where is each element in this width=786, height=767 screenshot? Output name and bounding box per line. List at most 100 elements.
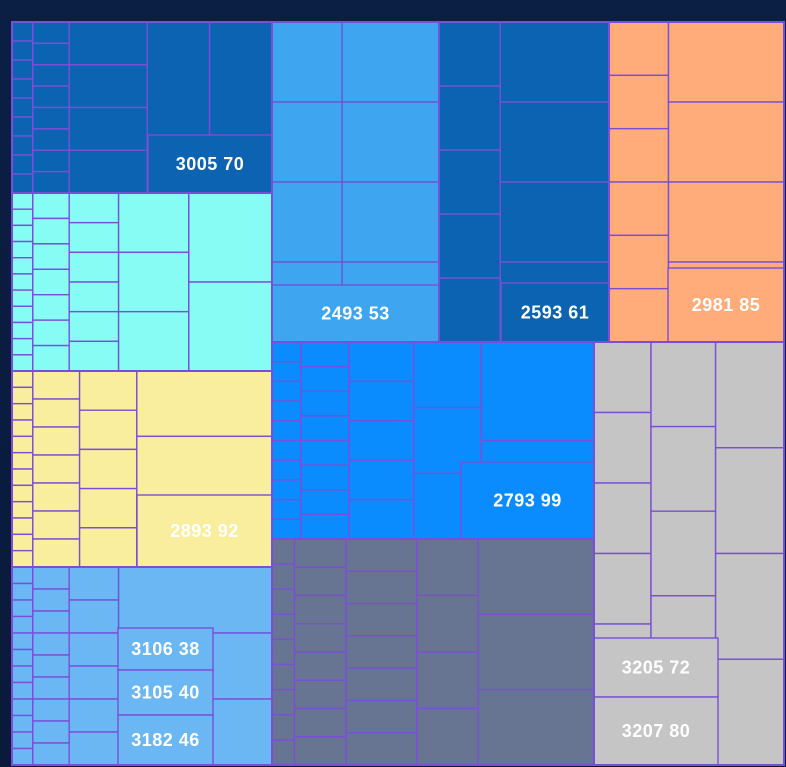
- treemap-cell: [11, 615, 34, 634]
- treemap-cell-label: 2981 85: [692, 295, 761, 315]
- treemap-cell: [341, 101, 440, 183]
- treemap-cell: [68, 106, 148, 151]
- treemap-cell: [11, 305, 34, 324]
- treemap-cell: [11, 533, 34, 552]
- treemap-cell: [608, 21, 670, 77]
- treemap-cell: [68, 149, 148, 194]
- treemap-cell: [300, 439, 350, 466]
- treemap-cell: [271, 563, 296, 590]
- treemap-cell: [136, 370, 273, 438]
- treemap-cell: [438, 213, 501, 279]
- treemap-cell: [11, 208, 34, 227]
- treemap-cell: [714, 552, 785, 660]
- treemap-cell: [32, 217, 70, 245]
- treemap-cell: [68, 731, 120, 766]
- treemap-cell: [68, 251, 120, 283]
- treemap-cell: [11, 582, 34, 601]
- treemap-cell: [348, 459, 415, 501]
- treemap-cell: [78, 448, 138, 490]
- treemap-cell: [271, 638, 296, 666]
- treemap-cell: [300, 513, 350, 540]
- treemap-cell: [608, 181, 670, 237]
- treemap-cell: [293, 707, 347, 738]
- treemap-cell: [32, 294, 70, 321]
- treemap-cell: [271, 101, 343, 183]
- treemap-cell: [300, 341, 350, 368]
- treemap-cell: [11, 21, 34, 42]
- treemap-cell: [477, 538, 595, 616]
- treemap-cell: [117, 566, 273, 634]
- treemap-cell: [11, 173, 34, 194]
- treemap-cell: [300, 464, 350, 491]
- treemap-cell: [68, 340, 120, 372]
- treemap-cell: [416, 651, 479, 710]
- treemap-cell: [667, 21, 785, 103]
- treemap-cell: [11, 224, 34, 243]
- treemap-cell-label: 3205 72: [622, 658, 691, 678]
- treemap-cell: [32, 454, 81, 484]
- treemap-cell: [271, 588, 296, 616]
- treemap-cell-label: 2893 92: [170, 521, 239, 541]
- treemap-cell: [11, 354, 34, 372]
- treemap-cell: [416, 538, 479, 597]
- treemap-cell-labelled: [117, 714, 214, 766]
- treemap-cell: [32, 64, 70, 87]
- treemap-cell: [32, 566, 70, 590]
- treemap-cell: [345, 667, 418, 702]
- treemap-cell: [11, 257, 34, 275]
- treemap-cell: [345, 732, 418, 766]
- treemap-cell: [293, 679, 347, 710]
- treemap-cell: [348, 498, 415, 540]
- treemap-cell-labelled: [460, 461, 595, 540]
- treemap-cell: [32, 370, 81, 400]
- treemap-cell: [271, 21, 343, 103]
- treemap-cell: [438, 277, 501, 343]
- treemap-cell: [11, 419, 34, 438]
- treemap-cell: [271, 714, 296, 741]
- treemap-cell: [293, 538, 347, 568]
- treemap-cell-label: 3105 40: [131, 683, 200, 703]
- treemap-cell: [78, 527, 138, 568]
- treemap-cell: [480, 341, 595, 442]
- treemap-cell: [188, 281, 273, 372]
- treemap-cell: [271, 538, 296, 565]
- treemap-cell: [345, 699, 418, 734]
- treemap-cell: [271, 518, 302, 540]
- treemap-cell: [608, 234, 670, 290]
- treemap-cell: [412, 341, 482, 409]
- treemap-cell: [416, 594, 479, 653]
- treemap-cell: [341, 21, 440, 103]
- treemap-cell: [345, 538, 418, 572]
- treemap-cell: [348, 341, 415, 383]
- treemap-cell: [714, 447, 785, 555]
- treemap-cell: [271, 439, 302, 461]
- treemap-cell: [11, 370, 34, 389]
- treemap-cell: [32, 149, 70, 173]
- treemap-cell: [11, 599, 34, 618]
- treemap-cell-label: 2493 53: [321, 304, 390, 324]
- treemap-cell: [293, 594, 347, 625]
- treemap-cell: [11, 59, 34, 80]
- treemap-cell-labelled: [593, 637, 719, 698]
- treemap-cell: [438, 21, 501, 87]
- treemap-cell-labelled: [136, 494, 273, 568]
- treemap-cell: [32, 588, 70, 612]
- treemap-cell: [11, 116, 34, 137]
- treemap-cell: [32, 538, 81, 568]
- treemap-cell: [11, 665, 34, 684]
- treemap-cell: [271, 479, 302, 501]
- treemap-cell: [68, 632, 120, 667]
- treemap-cell: [68, 221, 120, 254]
- treemap-cell: [32, 128, 70, 151]
- treemap-cell: [608, 74, 670, 130]
- treemap-cell: [68, 192, 120, 224]
- treemap-cell: [68, 665, 120, 700]
- treemap-cell: [11, 681, 34, 700]
- treemap-cell: [650, 425, 717, 512]
- treemap-cell: [499, 181, 610, 263]
- treemap-cell: [32, 742, 70, 766]
- treemap-cell: [188, 192, 273, 283]
- treemap-cell: [32, 610, 70, 634]
